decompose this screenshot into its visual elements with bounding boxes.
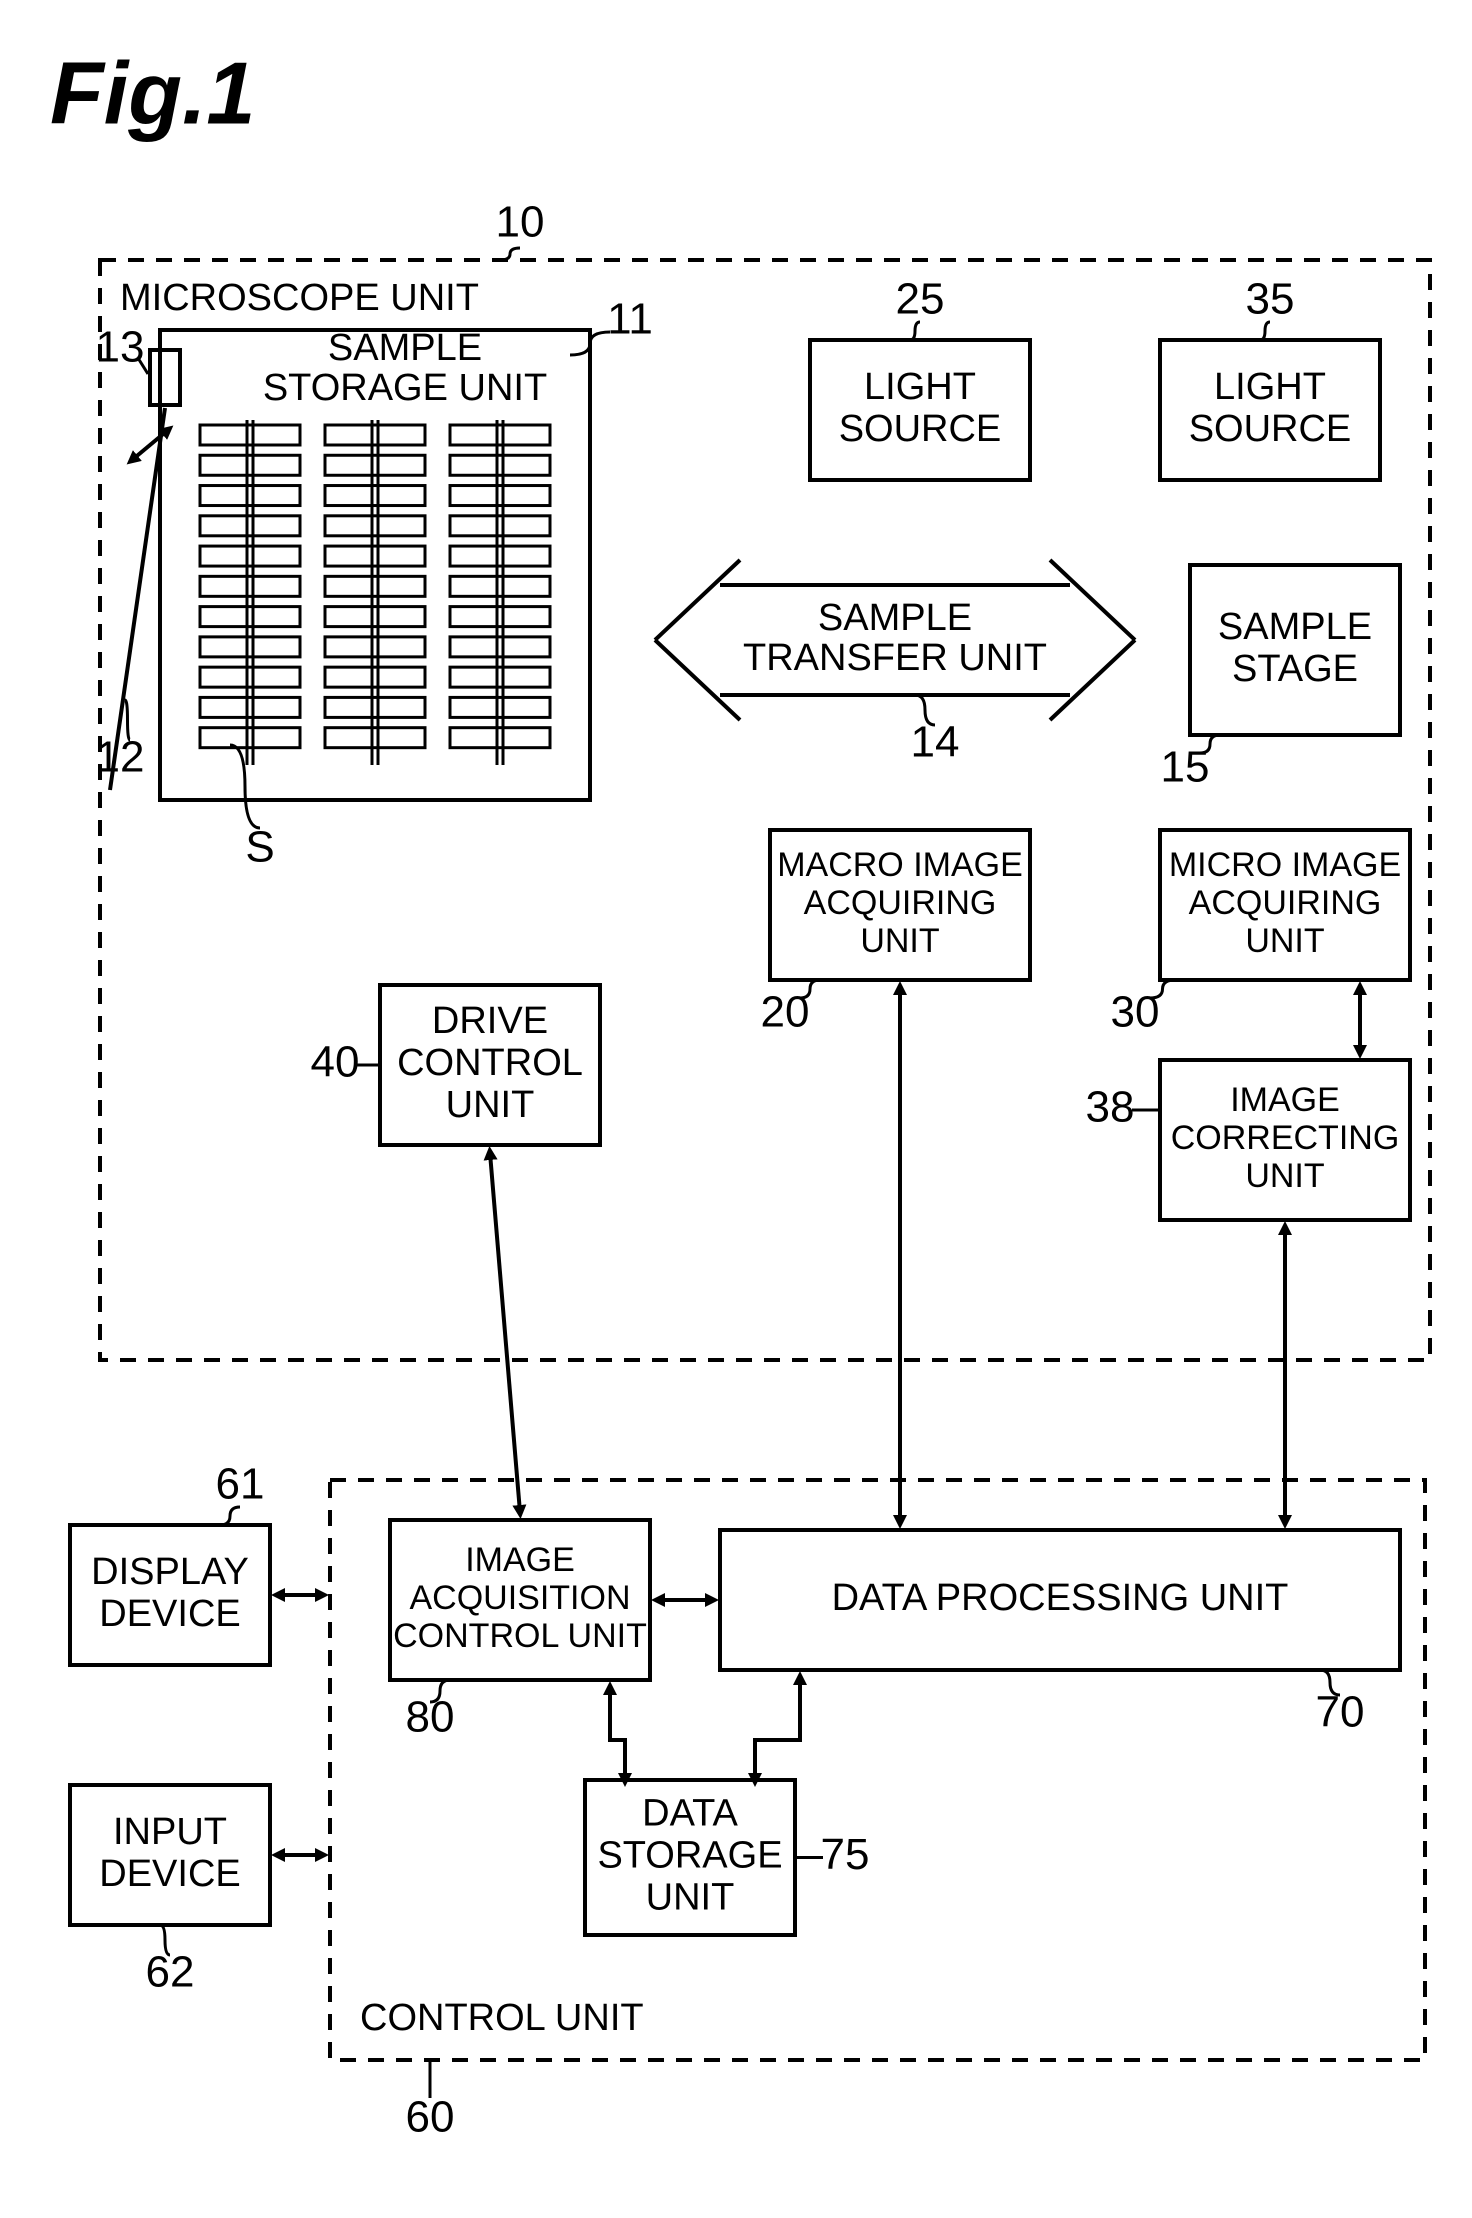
- svg-text:25: 25: [896, 275, 945, 324]
- svg-text:DATA: DATA: [642, 1793, 738, 1835]
- svg-text:UNIT: UNIT: [446, 1084, 535, 1126]
- svg-text:CONTROL: CONTROL: [397, 1042, 583, 1084]
- svg-text:80: 80: [406, 1693, 455, 1742]
- svg-text:ACQUIRING: ACQUIRING: [1189, 884, 1382, 922]
- svg-text:30: 30: [1111, 988, 1160, 1037]
- svg-text:DISPLAY: DISPLAY: [91, 1551, 249, 1593]
- svg-text:CONTROL UNIT: CONTROL UNIT: [393, 1617, 647, 1655]
- svg-text:75: 75: [821, 1830, 870, 1879]
- svg-text:35: 35: [1246, 275, 1295, 324]
- svg-text:CORRECTING: CORRECTING: [1171, 1119, 1400, 1157]
- svg-text:15: 15: [1161, 743, 1210, 792]
- svg-text:INPUT: INPUT: [113, 1811, 227, 1853]
- svg-text:CONTROL UNIT: CONTROL UNIT: [360, 1997, 644, 2039]
- svg-text:STAGE: STAGE: [1232, 648, 1358, 690]
- svg-text:DATA PROCESSING UNIT: DATA PROCESSING UNIT: [832, 1577, 1289, 1619]
- svg-text:UNIT: UNIT: [1245, 922, 1324, 960]
- svg-text:ACQUIRING: ACQUIRING: [804, 884, 997, 922]
- svg-text:SAMPLE: SAMPLE: [1218, 606, 1372, 648]
- svg-text:MACRO IMAGE: MACRO IMAGE: [777, 846, 1023, 884]
- svg-text:DEVICE: DEVICE: [99, 1853, 240, 1895]
- svg-text:STORAGE: STORAGE: [597, 1835, 782, 1877]
- svg-text:IMAGE: IMAGE: [1230, 1081, 1340, 1119]
- svg-text:11: 11: [607, 295, 653, 344]
- svg-text:13: 13: [96, 323, 145, 372]
- svg-text:DRIVE: DRIVE: [432, 1000, 548, 1042]
- svg-text:MICROSCOPE UNIT: MICROSCOPE UNIT: [120, 277, 479, 319]
- svg-text:12: 12: [96, 733, 145, 782]
- svg-text:UNIT: UNIT: [1245, 1157, 1324, 1195]
- svg-text:IMAGE: IMAGE: [465, 1541, 575, 1579]
- svg-text:STORAGE UNIT: STORAGE UNIT: [263, 367, 547, 409]
- svg-text:60: 60: [406, 2093, 455, 2142]
- svg-text:UNIT: UNIT: [646, 1877, 735, 1919]
- svg-text:Fig.1: Fig.1: [50, 43, 255, 142]
- svg-text:40: 40: [311, 1038, 360, 1087]
- svg-text:10: 10: [496, 198, 545, 247]
- svg-text:SOURCE: SOURCE: [1189, 408, 1352, 450]
- svg-text:SOURCE: SOURCE: [839, 408, 1002, 450]
- svg-text:S: S: [245, 823, 274, 872]
- svg-text:MICRO IMAGE: MICRO IMAGE: [1169, 846, 1401, 884]
- svg-text:DEVICE: DEVICE: [99, 1593, 240, 1635]
- svg-text:TRANSFER UNIT: TRANSFER UNIT: [743, 637, 1047, 679]
- svg-text:ACQUISITION: ACQUISITION: [409, 1579, 630, 1617]
- svg-text:38: 38: [1086, 1083, 1135, 1132]
- svg-text:SAMPLE: SAMPLE: [328, 327, 482, 369]
- svg-text:UNIT: UNIT: [860, 922, 939, 960]
- svg-text:SAMPLE: SAMPLE: [818, 597, 972, 639]
- svg-text:61: 61: [216, 1460, 265, 1509]
- svg-text:LIGHT: LIGHT: [864, 366, 976, 408]
- svg-text:20: 20: [761, 988, 810, 1037]
- svg-text:LIGHT: LIGHT: [1214, 366, 1326, 408]
